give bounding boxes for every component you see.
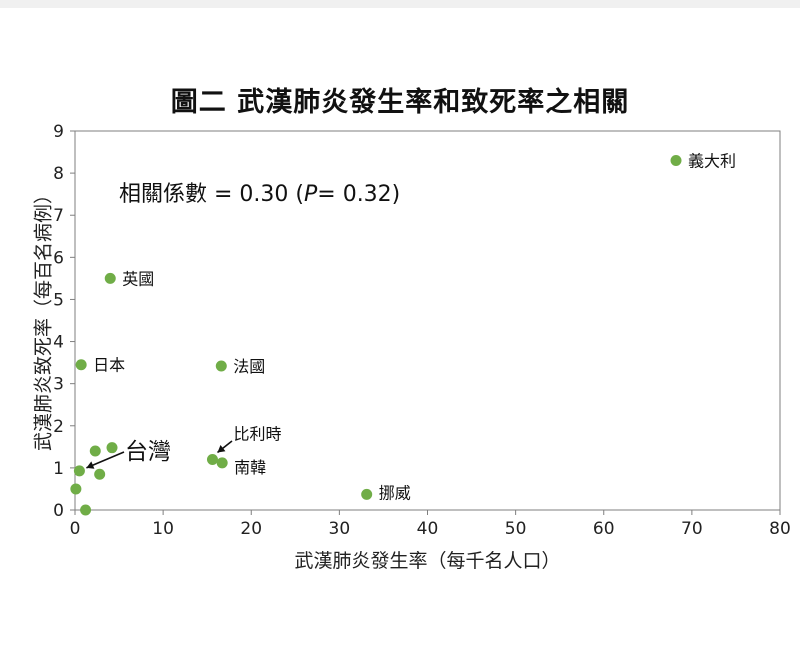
x-tick-label: 40 xyxy=(417,519,439,539)
data-point xyxy=(106,442,118,454)
data-point xyxy=(361,488,373,500)
data-point xyxy=(73,465,85,477)
y-tick-label: 9 xyxy=(53,122,64,142)
x-tick-label: 30 xyxy=(329,519,351,539)
y-tick-label: 2 xyxy=(53,417,64,437)
chart-title: 圖二 武漢肺炎發生率和致死率之相關 xyxy=(170,87,630,118)
point-label: 義大利 xyxy=(688,151,736,170)
point-label: 台灣 xyxy=(125,439,171,465)
data-point xyxy=(89,445,101,457)
correlation-annotation: 相關係數 = 0.30 (P= 0.32) xyxy=(119,182,400,207)
y-tick-label: 5 xyxy=(53,290,64,310)
y-tick-label: 8 xyxy=(53,164,64,184)
data-point xyxy=(104,272,116,284)
x-tick-label: 70 xyxy=(681,519,703,539)
taiwan-arrow-head xyxy=(86,461,95,469)
x-tick-label: 50 xyxy=(505,519,527,539)
y-tick-label: 0 xyxy=(53,501,64,521)
point-label: 法國 xyxy=(233,357,265,376)
y-tick-label: 6 xyxy=(53,248,64,268)
data-point xyxy=(94,468,106,480)
x-tick-label: 60 xyxy=(593,519,615,539)
data-point xyxy=(215,360,227,372)
belgium-arrow-head xyxy=(217,444,226,453)
point-label: 日本 xyxy=(93,356,125,375)
data-point xyxy=(70,483,82,495)
y-tick-label: 7 xyxy=(53,206,64,226)
point-label: 南韓 xyxy=(234,458,266,477)
x-tick-label: 0 xyxy=(70,519,81,539)
top-border xyxy=(0,0,800,8)
y-tick-label: 3 xyxy=(53,375,64,395)
y-tick-label: 4 xyxy=(53,333,64,353)
data-point xyxy=(206,453,218,465)
x-tick-label: 10 xyxy=(152,519,174,539)
x-axis-title: 武漢肺炎發生率（每千名人口） xyxy=(294,550,561,572)
x-tick-label: 20 xyxy=(240,519,262,539)
data-point xyxy=(75,359,87,371)
data-point xyxy=(216,457,228,469)
point-label: 英國 xyxy=(122,269,154,288)
x-tick-label: 80 xyxy=(769,519,791,539)
point-label: 比利時 xyxy=(233,424,281,443)
data-point xyxy=(670,154,682,166)
y-tick-label: 1 xyxy=(53,459,64,479)
data-point xyxy=(80,504,92,516)
point-label: 挪威 xyxy=(379,483,411,502)
